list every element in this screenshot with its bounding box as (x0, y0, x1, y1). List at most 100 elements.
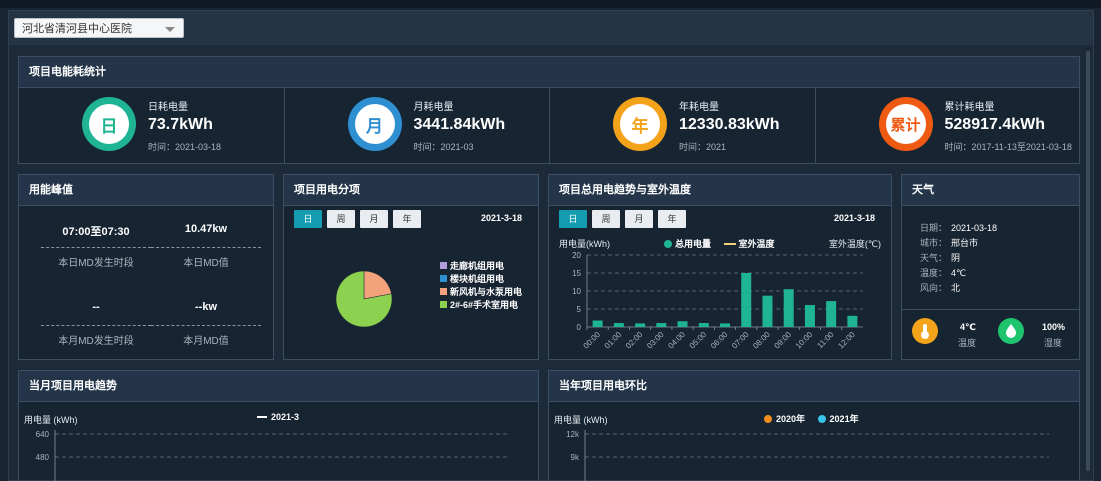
y-tick-label: 5 (577, 305, 582, 314)
energy-stat-1: 月 月耗电量 3441.84kWh 时间：2021-03 (285, 87, 550, 163)
energy-stat-2: 年 年耗电量 12330.83kWh 时间：2021 (550, 87, 816, 163)
bar (698, 323, 709, 327)
stat-divider (283, 87, 285, 163)
x-tick-label: 11:00 (815, 330, 835, 350)
stat-time: 时间：2021-03-18 (148, 142, 222, 152)
pie-slice (363, 270, 392, 300)
energy-stat-0: 日 日耗电量 73.7kWh 时间：2021-03-18 (19, 87, 285, 163)
legend-label: 2021年 (829, 414, 859, 424)
peak-day-period-value: 07:00至07:30 (62, 226, 130, 238)
legend-label: 室外温度 (738, 239, 775, 249)
breakdown-date: 2021-3-18 (480, 213, 522, 223)
stat-badge-text: 累计 (885, 104, 926, 144)
peak-panel: 用能峰值 07:00至07:30 本日MD发生时段 10.47kw 本日MD值 … (18, 174, 274, 360)
bar (592, 320, 603, 327)
trend-date: 2021-3-18 (833, 213, 875, 223)
yearly-ylabel: 用电量 (kWh) (554, 415, 608, 425)
weather-temperature: 温度： 4℃ (920, 268, 967, 278)
stat-label: 月耗电量 (413, 102, 454, 113)
bar (677, 321, 688, 327)
tab-month[interactable]: 月 (625, 210, 653, 228)
energy-stats-title: 项目电能耗统计 (19, 57, 1079, 88)
tab-year[interactable]: 年 (393, 210, 421, 228)
bar (804, 305, 815, 327)
x-tick-label: 04:00 (666, 330, 687, 351)
weather-info: 日期： 2021-03-18 城市： 邢台市 天气：阴 温度： 4℃ 风向：北 (920, 221, 997, 296)
trend-title: 项目总用电趋势与室外温度 (549, 175, 891, 206)
legend-swatch (440, 301, 447, 308)
breakdown-title: 项目用电分项 (284, 175, 538, 206)
project-select-value: 河北省清河县中心医院 (22, 23, 132, 35)
stat-value: 528917.4kWh (944, 116, 1046, 133)
yearly-title: 当年项目用电环比 (549, 371, 1079, 402)
stat-badge-icon: 年 (613, 97, 667, 151)
monthly-legend: 2021-3 (257, 412, 299, 422)
legend-item: 楼块机组用电 (440, 272, 522, 285)
stat-badge-icon: 月 (347, 97, 402, 151)
tab-day[interactable]: 日 (559, 210, 587, 228)
bar (741, 273, 752, 327)
yearly-legend: 2020年 2021年 (764, 412, 859, 425)
legend-label: 2021-3 (271, 412, 300, 422)
y-tick-label: 10 (572, 287, 581, 296)
y-tick-label: 480 (36, 453, 50, 462)
legend-swatch (664, 240, 672, 248)
stat-label: 年耗电量 (679, 102, 719, 113)
x-tick-label: 09:00 (773, 330, 794, 351)
legend-item: 2021年 (817, 414, 859, 424)
tab-week[interactable]: 周 (592, 210, 620, 228)
yearly-line-chart: 12k 9k (566, 430, 1049, 481)
stat-time: 时间：2021-03 (413, 142, 474, 152)
x-tick-label: 08:00 (751, 330, 772, 351)
trend-ylabel: 用电量(kWh) (559, 239, 610, 249)
legend-label: 2#-6#手术室用电 (450, 300, 519, 310)
y-tick-label: 9k (571, 453, 580, 462)
tab-day[interactable]: 日 (294, 210, 322, 228)
peak-day-period-label: 本日MD发生时段 (41, 247, 151, 269)
bar (656, 323, 667, 327)
peak-day-period: 07:00至07:30 本日MD发生时段 (41, 223, 151, 269)
bar (613, 323, 624, 327)
x-tick-label: 07:00 (730, 330, 751, 351)
temp-value: 4℃ (960, 322, 976, 332)
bar (762, 295, 773, 327)
breakdown-panel: 项目用电分项 日周月年 2021-3-18 走廊机组用电 楼块机组用电 新风机与… (283, 174, 539, 360)
scrollbar-thumb[interactable] (1086, 51, 1090, 471)
legend-item: 室外温度 (723, 239, 775, 249)
y-tick-label: 0 (577, 323, 582, 332)
trend-tabs: 日周月年 (559, 209, 691, 228)
legend-item: 新风机与水泵用电 (440, 285, 522, 298)
y-tick-label: 12k (566, 430, 580, 439)
y-tick-label: 15 (572, 269, 581, 278)
tab-month[interactable]: 月 (360, 210, 388, 228)
trend-y2label: 室外温度(℃) (828, 239, 881, 249)
temp-label: 温度 (958, 338, 977, 348)
weather-wind: 风向：北 (920, 283, 961, 293)
peak-day-value: 10.47kw 本日MD值 (151, 223, 261, 269)
monthly-title: 当月项目用电趋势 (19, 371, 538, 402)
x-tick-label: 06:00 (709, 330, 730, 351)
stat-value: 73.7kWh (148, 116, 213, 133)
legend-label: 走廊机组用电 (450, 261, 505, 271)
tab-year[interactable]: 年 (658, 210, 686, 228)
stat-badge-text: 日 (89, 104, 129, 144)
peak-month-period-label: 本月MD发生时段 (41, 325, 151, 347)
stat-badge-text: 年 (620, 104, 660, 144)
project-select[interactable]: 河北省清河县中心医院 (14, 18, 184, 38)
x-tick-label: 05:00 (688, 330, 709, 351)
stat-badge-text: 月 (354, 104, 395, 144)
yearly-panel: 当年项目用电环比 用电量 (kWh) 2020年 2021年 12k 9k (548, 370, 1080, 481)
legend-swatch (440, 262, 447, 269)
x-tick-label: 03:00 (645, 330, 666, 351)
stat-label: 日耗电量 (148, 102, 188, 113)
legend-label: 楼块机组用电 (450, 274, 505, 284)
x-tick-label: 10:00 (794, 330, 815, 351)
peak-month-value-label: 本月MD值 (151, 325, 261, 347)
legend-label: 新风机与水泵用电 (450, 287, 523, 297)
chevron-down-icon[interactable] (165, 27, 175, 32)
top-bar (0, 0, 1101, 8)
legend-swatch (817, 415, 826, 423)
monthly-ylabel: 用电量 (kWh) (24, 415, 78, 425)
peak-month-period: -- 本月MD发生时段 (41, 301, 151, 347)
tab-week[interactable]: 周 (327, 210, 355, 228)
